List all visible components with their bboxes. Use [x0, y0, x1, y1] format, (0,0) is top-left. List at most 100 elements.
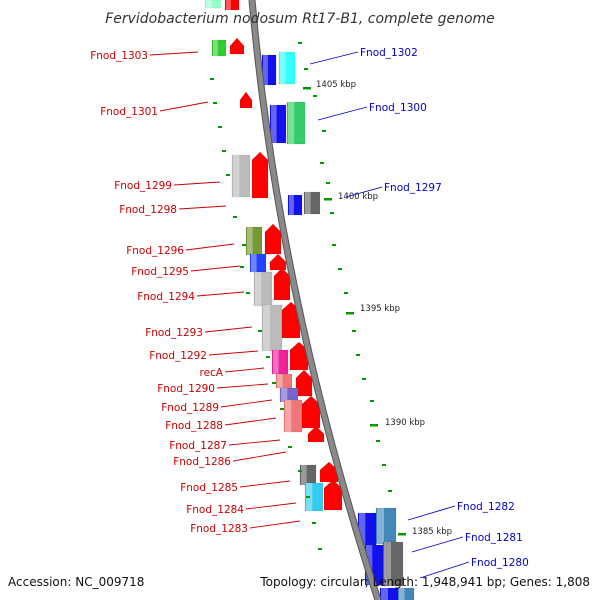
gene-block-highlight-19 [281, 388, 288, 402]
genome-backbone [248, 0, 382, 600]
track-dot-21 [322, 130, 326, 132]
gene-label-right-4: Fnod_1281 [465, 532, 523, 544]
leader-line-left-10 [216, 383, 269, 389]
position-ticks: 1405 kbp 1400 kbp 1395 kbp 1390 kbp 1385 kbp [210, 42, 452, 550]
track-dot-15 [306, 496, 310, 498]
track-dot-32 [376, 440, 380, 442]
gene-block-highlight-37 [381, 588, 388, 600]
gene-block-highlight-2 [213, 40, 218, 56]
leader-line-left-17 [249, 520, 301, 529]
track-dot-33 [382, 464, 386, 466]
gene-block-highlight-36 [384, 542, 391, 586]
leader-line-right-2 [345, 186, 383, 198]
leader-line-left-16 [245, 502, 297, 510]
kbp-tick-1 [324, 198, 332, 201]
gene-block-highlight-5 [233, 155, 240, 197]
label-leader-lines [149, 51, 470, 579]
gene-label-right-3: Fnod_1282 [457, 501, 515, 513]
leader-line-left-1 [159, 101, 209, 112]
gene-block-highlight-20 [285, 400, 292, 432]
backbone-line [249, 0, 381, 600]
gene-block-highlight-0 [206, 0, 212, 8]
kbp-tick-0 [303, 87, 311, 90]
kbp-tick-3 [370, 424, 378, 427]
leader-line-left-2 [173, 181, 221, 186]
track-dot-28 [352, 330, 356, 332]
gene-label-left-3: Fnod_1298 [119, 204, 177, 216]
gene-block-1 [224, 0, 240, 11]
leader-line-left-7 [204, 326, 253, 333]
gene-block-21 [301, 395, 321, 429]
track-dot-19 [304, 68, 308, 70]
genome-summary-text: Topology: circular; Length: 1,948,941 bp… [259, 575, 590, 589]
gene-block-highlight-31 [289, 195, 294, 215]
gene-label-left-4: Fnod_1296 [126, 245, 184, 257]
track-dot-7 [240, 266, 244, 268]
kbp-tick-2 [346, 312, 354, 315]
gene-block-highlight-1 [226, 0, 231, 10]
gene-block-6 [251, 151, 269, 199]
track-dot-24 [330, 212, 334, 214]
gene-block-8 [264, 223, 282, 255]
leader-line-left-13 [228, 439, 281, 446]
gene-label-left-5: Fnod_1295 [131, 266, 189, 278]
leader-line-left-14 [232, 451, 287, 462]
gene-label-left-6: Fnod_1294 [137, 291, 195, 303]
leader-line-left-9 [224, 367, 265, 373]
track-dot-34 [388, 490, 392, 492]
leader-line-left-5 [190, 265, 241, 272]
gene-block-highlight-34 [377, 508, 384, 544]
kbp-label-1: 1400 kbp [338, 192, 378, 202]
gene-block-5 [231, 154, 251, 198]
gene-block-highlight-23 [301, 465, 307, 485]
track-dot-29 [356, 354, 360, 356]
gene-block-highlight-7 [247, 227, 253, 255]
gene-block-highlight-33 [359, 513, 366, 545]
gene-block-12 [273, 267, 291, 301]
gene-block-highlight-29 [271, 105, 277, 143]
gene-label-right-5: Fnod_1280 [471, 557, 529, 569]
gene-label-left-16: Fnod_1284 [186, 504, 244, 516]
gene-label-left-1: Fnod_1301 [100, 106, 158, 118]
track-dot-30 [362, 378, 366, 380]
gene-blocks [204, 0, 415, 600]
gene-label-left-2: Fnod_1299 [114, 180, 172, 192]
gene-label-left-13: Fnod_1287 [169, 440, 227, 452]
track-dot-25 [332, 244, 336, 246]
gene-label-left-12: Fnod_1288 [165, 420, 223, 432]
kbp-label-2: 1395 kbp [360, 304, 400, 314]
gene-label-left-14: Fnod_1286 [173, 456, 231, 468]
track-dot-27 [344, 292, 348, 294]
gene-block-highlight-15 [273, 350, 279, 374]
gene-block-22 [307, 425, 325, 443]
leader-line-left-3 [178, 205, 227, 210]
gene-block-36 [382, 541, 404, 587]
accession-text: Accession: NC_009718 [8, 575, 144, 589]
track-dot-4 [226, 174, 230, 176]
track-dot-11 [272, 382, 276, 384]
leader-line-right-3 [407, 505, 456, 521]
leader-line-left-8 [208, 350, 259, 356]
gene-block-highlight-30 [288, 102, 295, 144]
map-title: Fervidobacterium nodosum Rt17-B1, comple… [105, 11, 495, 27]
leader-line-left-11 [220, 399, 273, 408]
gene-label-left-10: Fnod_1290 [157, 383, 215, 395]
track-dot-2 [218, 126, 222, 128]
gene-label-left-17: Fnod_1283 [190, 523, 248, 535]
gene-block-31 [287, 194, 303, 216]
gene-labels: Fnod_1303 Fnod_1301 Fnod_1299 Fnod_1298 Fnod… [90, 47, 529, 569]
gene-label-left-9: recA [199, 367, 223, 379]
kbp-tick-4 [398, 533, 406, 536]
gene-block-18 [295, 369, 313, 397]
track-dot-22 [320, 162, 324, 164]
leader-line-right-0 [309, 51, 359, 65]
track-dot-1 [213, 102, 217, 104]
gene-label-left-11: Fnod_1289 [161, 402, 219, 414]
gene-block-0 [204, 0, 222, 9]
track-dot-23 [326, 182, 330, 184]
leader-line-right-1 [317, 106, 368, 121]
gene-label-left-8: Fnod_1292 [149, 350, 207, 362]
kbp-label-3: 1390 kbp [385, 418, 425, 428]
gene-block-highlight-13 [263, 305, 270, 351]
gene-block-25 [304, 482, 324, 512]
